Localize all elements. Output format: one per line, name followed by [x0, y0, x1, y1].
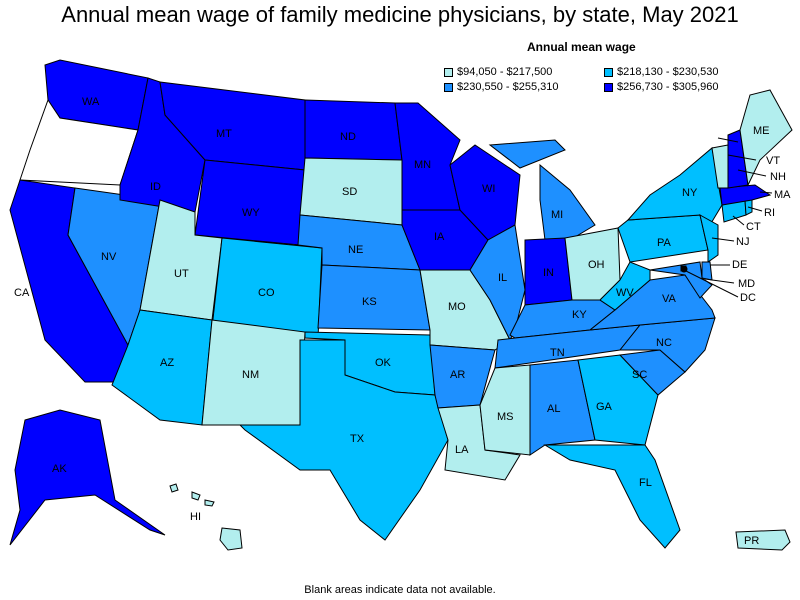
label-co: CO	[258, 287, 275, 299]
label-me: ME	[753, 125, 770, 137]
label-tn: TN	[550, 347, 565, 359]
state-tx[interactable]	[238, 339, 449, 541]
label-il: IL	[498, 272, 507, 284]
footnote: Blank areas indicate data not available.	[304, 584, 496, 596]
label-ri: RI	[764, 207, 775, 219]
dc-marker	[680, 265, 688, 273]
label-pr: PR	[744, 535, 759, 547]
legend-label: $218,130 - $230,530	[617, 66, 719, 78]
state-ms[interactable]	[479, 364, 531, 456]
label-nc: NC	[656, 337, 672, 349]
label-ms: MS	[497, 411, 514, 423]
legend-label: $230,550 - $255,310	[457, 81, 559, 93]
label-ak: AK	[52, 463, 67, 475]
label-wy: WY	[242, 207, 260, 219]
label-al: AL	[547, 403, 560, 415]
state-wy[interactable]	[194, 159, 306, 246]
label-oh: OH	[588, 259, 605, 271]
label-dc: DC	[740, 292, 756, 304]
state-hi[interactable]	[169, 483, 243, 551]
legend-item-bin-2: $218,130 - $230,530	[604, 66, 719, 78]
state-md[interactable]	[649, 261, 713, 299]
label-ne: NE	[348, 244, 363, 256]
legend-label: $256,730 - $305,960	[617, 81, 719, 93]
label-in: IN	[543, 267, 554, 279]
label-sd: SD	[342, 186, 357, 198]
label-mi: MI	[551, 209, 563, 221]
label-ma: MA	[774, 189, 791, 201]
legend-title: Annual mean wage	[527, 40, 636, 54]
label-md: MD	[738, 278, 755, 290]
label-ga: GA	[596, 401, 613, 413]
label-ok: OK	[375, 357, 392, 369]
legend-swatch	[444, 67, 453, 77]
label-nm: NM	[242, 369, 259, 381]
legend-item-bin-3: $230,550 - $255,310	[444, 81, 559, 93]
label-ks: KS	[362, 296, 377, 308]
state-ma[interactable]	[719, 184, 772, 206]
label-az: AZ	[160, 357, 174, 369]
label-ny: NY	[682, 187, 698, 199]
state-ny[interactable]	[626, 147, 723, 226]
state-me[interactable]	[739, 89, 793, 187]
state-ga[interactable]	[577, 354, 659, 446]
label-ct: CT	[746, 221, 761, 233]
legend-swatch	[444, 82, 453, 92]
legend-label: $94,050 - $217,500	[457, 66, 553, 78]
legend-item-bin-1: $94,050 - $217,500	[444, 66, 552, 78]
label-id: ID	[150, 181, 161, 193]
label-nd: ND	[340, 131, 356, 143]
label-ky: KY	[572, 309, 587, 321]
legend-item-bin-4: $256,730 - $305,960	[604, 81, 719, 93]
label-vt: VT	[766, 155, 780, 167]
label-pa: PA	[657, 237, 672, 249]
label-mo: MO	[448, 301, 466, 313]
label-hi: HI	[190, 511, 201, 523]
label-ca: CA	[14, 287, 30, 299]
label-tx: TX	[350, 433, 365, 445]
label-ar: AR	[450, 369, 465, 381]
state-ak[interactable]	[9, 409, 166, 546]
state-pr[interactable]	[735, 529, 791, 551]
state-nj[interactable]	[699, 214, 719, 263]
state-mn[interactable]	[394, 102, 461, 211]
legend-swatch	[604, 82, 613, 92]
label-ut: UT	[174, 268, 189, 280]
label-sc: SC	[632, 369, 647, 381]
label-ia: IA	[434, 231, 445, 243]
label-wi: WI	[482, 183, 495, 195]
label-mt: MT	[216, 128, 232, 140]
map-title: Annual mean wage of family medicine phys…	[61, 2, 739, 27]
label-nh: NH	[770, 171, 786, 183]
legend-swatch	[604, 67, 613, 77]
label-mn: MN	[414, 159, 431, 171]
label-nv: NV	[101, 251, 117, 263]
label-la: LA	[455, 444, 469, 456]
label-wv: WV	[616, 287, 634, 299]
label-de: DE	[732, 259, 747, 271]
label-wa: WA	[82, 96, 100, 108]
state-nd[interactable]	[304, 99, 403, 161]
state-al[interactable]	[529, 359, 596, 456]
label-va: VA	[662, 293, 677, 305]
label-nj: NJ	[736, 236, 749, 248]
state-fl[interactable]	[543, 444, 681, 549]
label-fl: FL	[639, 477, 652, 489]
